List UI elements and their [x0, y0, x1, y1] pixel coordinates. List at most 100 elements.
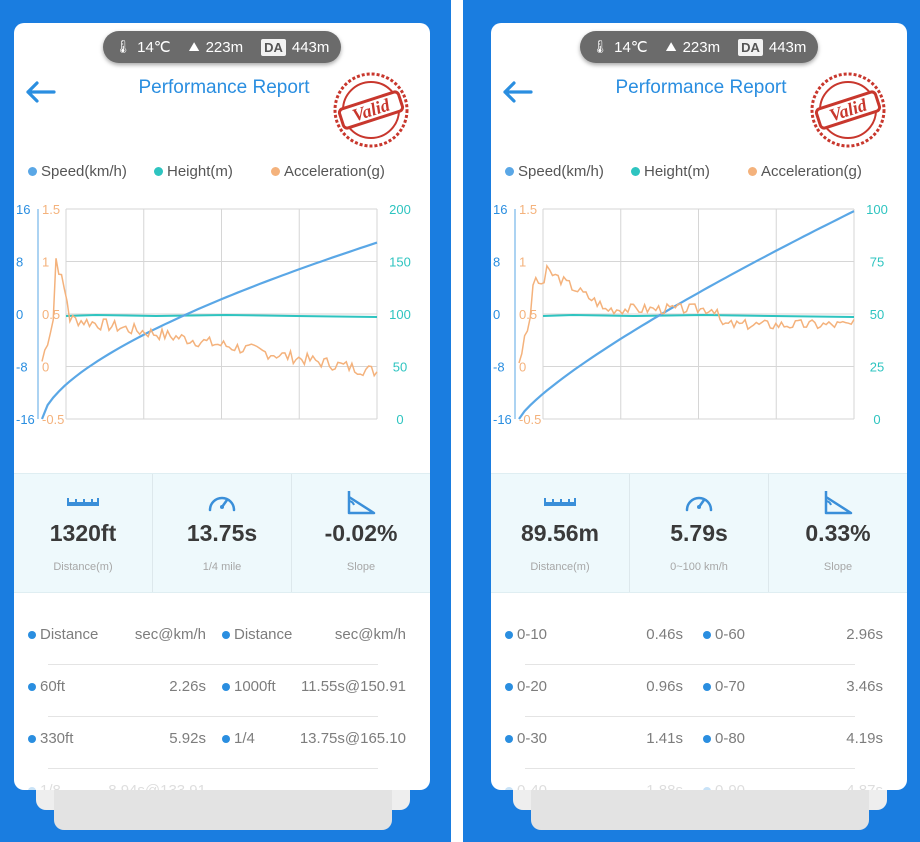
card-stack-layer: [531, 790, 869, 830]
legend-speed: Speed(km/h): [505, 163, 604, 180]
series-height-line: [542, 313, 855, 318]
stat-distance: 89.56m Distance(m): [491, 474, 630, 592]
speed-tick-label: 50: [393, 360, 407, 375]
chart-legend: Speed(km/h) Height(m) Acceleration(g): [491, 161, 907, 183]
speed-tick-label: 0: [396, 412, 403, 427]
density-altitude: 443m: [291, 38, 330, 56]
mountain-icon: ⛰: [665, 39, 677, 54]
accel-tick-label: 0: [42, 360, 49, 375]
chart-legend: Speed(km/h) Height(m) Acceleration(g): [14, 161, 430, 183]
series-speed-line: [518, 210, 855, 420]
stat-slope: -0.02% Slope: [292, 474, 430, 592]
speed-tick-label: 200: [389, 202, 411, 217]
thermometer-icon: 🌡: [114, 39, 132, 54]
table-row: 0-20 0.96s 0-70 3.46s: [491, 665, 907, 717]
chart-grid: [65, 208, 378, 420]
page-title: Performance Report: [138, 77, 310, 98]
table-row: 1/8 8.94s@133.91: [14, 769, 430, 790]
screen-divider: [451, 0, 463, 842]
accel-tick-label: 0.5: [42, 307, 60, 322]
slope-icon: [824, 491, 853, 515]
accel-tick-label: -0.5: [42, 412, 64, 427]
slope-icon: [347, 491, 376, 515]
speed-tick-label: 150: [389, 255, 411, 270]
table-row: 60ft 2.26s 1000ft 11.55s@150.91: [14, 665, 430, 717]
environment-pill: 🌡 14℃ ⛰ 223m DA 443m: [103, 31, 341, 63]
height-tick-label: 0: [16, 307, 23, 322]
table-row: 0-10 0.46s 0-60 2.96s: [491, 613, 907, 665]
density-altitude-badge: DA: [738, 38, 763, 56]
height-tick-label: -16: [16, 412, 35, 427]
stats-panel: 1320ft Distance(m) 13.75s 1/4 mile -0.02…: [14, 473, 430, 593]
back-arrow-icon: [26, 81, 56, 103]
series-height-line: [65, 313, 378, 318]
table-row: Distance sec@km/h Distance sec@km/h: [14, 613, 430, 665]
thermometer-icon: 🌡: [591, 39, 609, 54]
back-button[interactable]: [22, 75, 58, 109]
back-button[interactable]: [499, 75, 535, 109]
density-altitude-badge: DA: [261, 38, 286, 56]
height-tick-label: 16: [493, 202, 507, 217]
speed-tick-label: 25: [870, 360, 884, 375]
legend-acceleration: Acceleration(g): [271, 163, 385, 180]
accel-tick-label: 0: [519, 360, 526, 375]
performance-chart: 16 1.5 100 8 1 75 0 0.5 50 -8 0 25 -16 -0.5 0: [493, 202, 888, 427]
speed-tick-label: 0: [873, 412, 880, 427]
valid-stamp: Valid: [333, 72, 409, 148]
series-acceleration-line: [518, 263, 855, 364]
accel-tick-label: 1.5: [42, 202, 60, 217]
series-acceleration-line: [41, 258, 378, 378]
temperature: 14℃: [137, 39, 171, 56]
page-title: Performance Report: [615, 77, 787, 98]
height-tick-label: -8: [493, 360, 505, 375]
accel-tick-label: 1.5: [519, 202, 537, 217]
series-speed-line: [40, 241, 378, 420]
height-tick-label: -16: [493, 412, 512, 427]
performance-chart: 16 1.5 200 8 1 150 0 0.5 100 -8 0 50 -16 -0.5 0: [16, 202, 411, 427]
stat-time: 13.75s 1/4 mile: [153, 474, 292, 592]
environment-pill: 🌡 14℃ ⛰ 223m DA 443m: [580, 31, 818, 63]
split-times-table: 0-10 0.46s 0-60 2.96s 0-20 0.96s 0-70 3.…: [491, 613, 907, 790]
report-card: 🌡 14℃ ⛰ 223m DA 443m Performance Report …: [14, 23, 430, 790]
accel-tick-label: 1: [519, 255, 526, 270]
report-card: 🌡 14℃ ⛰ 223m DA 443m Performance Report …: [491, 23, 907, 790]
height-tick-label: 0: [493, 307, 500, 322]
height-tick-label: 16: [16, 202, 30, 217]
density-altitude: 443m: [768, 38, 807, 56]
valid-stamp: Valid: [810, 72, 886, 148]
height-tick-label: -8: [16, 360, 28, 375]
accel-tick-label: 0.5: [519, 307, 537, 322]
stat-time: 5.79s 0~100 km/h: [630, 474, 769, 592]
speedometer-icon: [208, 496, 236, 512]
ruler-icon: [544, 498, 576, 506]
temperature: 14℃: [614, 39, 648, 56]
back-arrow-icon: [503, 81, 533, 103]
card-stack-layer: [54, 790, 392, 830]
altitude: 223m: [682, 38, 721, 56]
speed-tick-label: 100: [389, 307, 411, 322]
chart-grid: [542, 208, 855, 420]
table-row: 330ft 5.92s 1/4 13.75s@165.10: [14, 717, 430, 769]
right-screenshot: 🌡 14℃ ⛰ 223m DA 443m Performance Report …: [464, 0, 920, 842]
altitude: 223m: [205, 38, 244, 56]
legend-height: Height(m): [154, 163, 233, 180]
table-row: 0-30 1.41s 0-80 4.19s: [491, 717, 907, 769]
speedometer-icon: [685, 496, 713, 512]
stat-slope: 0.33% Slope: [769, 474, 907, 592]
stat-distance: 1320ft Distance(m): [14, 474, 153, 592]
speed-tick-label: 75: [870, 255, 884, 270]
mountain-icon: ⛰: [188, 39, 200, 54]
stats-panel: 89.56m Distance(m) 5.79s 0~100 km/h 0.33…: [491, 473, 907, 593]
legend-height: Height(m): [631, 163, 710, 180]
table-row: 0-40 1.88s 0-90 4.87s: [491, 769, 907, 790]
ruler-icon: [67, 498, 99, 506]
accel-tick-label: 1: [42, 255, 49, 270]
legend-speed: Speed(km/h): [28, 163, 127, 180]
height-tick-label: 8: [16, 255, 23, 270]
speed-tick-label: 100: [866, 202, 888, 217]
split-times-table: Distance sec@km/h Distance sec@km/h 60ft…: [14, 613, 430, 790]
speed-tick-label: 50: [870, 307, 884, 322]
height-tick-label: 8: [493, 255, 500, 270]
accel-tick-label: -0.5: [519, 412, 541, 427]
left-screenshot: 🌡 14℃ ⛰ 223m DA 443m Performance Report …: [0, 0, 447, 842]
